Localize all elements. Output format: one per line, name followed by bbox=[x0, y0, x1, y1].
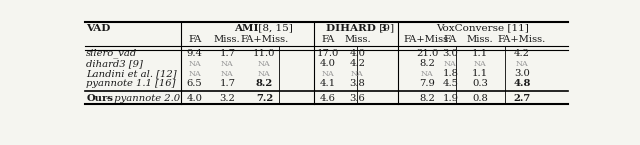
Text: NA: NA bbox=[444, 60, 457, 68]
Text: 4.1: 4.1 bbox=[320, 79, 336, 88]
Text: 8.2: 8.2 bbox=[419, 59, 435, 68]
Text: 0.3: 0.3 bbox=[472, 79, 488, 88]
Text: Ours: Ours bbox=[86, 94, 113, 103]
Text: silero_vad: silero_vad bbox=[86, 49, 138, 58]
Text: 11.0: 11.0 bbox=[253, 49, 276, 58]
Text: 9.4: 9.4 bbox=[187, 49, 203, 58]
Text: AMI: AMI bbox=[234, 24, 258, 33]
Text: pyannote 1.1 [16]: pyannote 1.1 [16] bbox=[86, 79, 176, 88]
Text: NA: NA bbox=[221, 70, 234, 78]
Text: NA: NA bbox=[474, 60, 486, 68]
Text: – pyannote 2.0: – pyannote 2.0 bbox=[103, 94, 180, 103]
Text: NA: NA bbox=[515, 60, 528, 68]
Text: NA: NA bbox=[258, 70, 271, 78]
Text: FA: FA bbox=[444, 35, 457, 44]
Text: NA: NA bbox=[322, 70, 334, 78]
Text: 4.2: 4.2 bbox=[349, 59, 365, 68]
Text: VAD: VAD bbox=[86, 24, 111, 33]
Text: 1.8: 1.8 bbox=[442, 69, 458, 78]
Text: NA: NA bbox=[421, 70, 433, 78]
Text: FA: FA bbox=[188, 35, 202, 44]
Text: VoxConverse [11]: VoxConverse [11] bbox=[436, 24, 529, 33]
Text: 3.0: 3.0 bbox=[442, 49, 458, 58]
Text: DIHARD 3: DIHARD 3 bbox=[326, 24, 386, 33]
Text: 4.2: 4.2 bbox=[514, 49, 530, 58]
Text: 4.0: 4.0 bbox=[187, 94, 203, 103]
Text: 1.1: 1.1 bbox=[472, 69, 488, 78]
Text: 3.2: 3.2 bbox=[220, 94, 235, 103]
Text: 8.2: 8.2 bbox=[256, 79, 273, 88]
Text: 4.8: 4.8 bbox=[513, 79, 531, 88]
Text: 4.6: 4.6 bbox=[320, 94, 336, 103]
Text: dihard3 [9]: dihard3 [9] bbox=[86, 59, 143, 68]
Text: NA: NA bbox=[351, 70, 364, 78]
Text: 3.6: 3.6 bbox=[349, 94, 365, 103]
Text: 7.2: 7.2 bbox=[256, 94, 273, 103]
Text: NA: NA bbox=[188, 70, 201, 78]
Text: FA+Miss.: FA+Miss. bbox=[498, 35, 546, 44]
Text: 3.8: 3.8 bbox=[349, 79, 365, 88]
Text: NA: NA bbox=[188, 60, 201, 68]
Text: Miss.: Miss. bbox=[344, 35, 371, 44]
Text: 21.0: 21.0 bbox=[416, 49, 438, 58]
Text: Miss.: Miss. bbox=[214, 35, 241, 44]
Text: 4.5: 4.5 bbox=[442, 79, 458, 88]
Text: FA+Miss.: FA+Miss. bbox=[403, 35, 451, 44]
Text: 1.7: 1.7 bbox=[220, 79, 236, 88]
Text: NA: NA bbox=[221, 60, 234, 68]
Text: 6.5: 6.5 bbox=[187, 79, 203, 88]
Text: FA: FA bbox=[321, 35, 335, 44]
Text: 7.9: 7.9 bbox=[419, 79, 435, 88]
Text: 0.8: 0.8 bbox=[472, 94, 488, 103]
Text: NA: NA bbox=[258, 60, 271, 68]
Text: 4.0: 4.0 bbox=[320, 59, 336, 68]
Text: 3.0: 3.0 bbox=[514, 69, 530, 78]
Text: [8, 15]: [8, 15] bbox=[255, 24, 293, 33]
Text: [9]: [9] bbox=[376, 24, 394, 33]
Text: 17.0: 17.0 bbox=[317, 49, 339, 58]
Text: 1.1: 1.1 bbox=[472, 49, 488, 58]
Text: 4.0: 4.0 bbox=[349, 49, 365, 58]
Text: 1.9: 1.9 bbox=[442, 94, 458, 103]
Text: 8.2: 8.2 bbox=[419, 94, 435, 103]
Text: Miss.: Miss. bbox=[467, 35, 493, 44]
Text: 1.7: 1.7 bbox=[220, 49, 236, 58]
Text: FA+Miss.: FA+Miss. bbox=[241, 35, 289, 44]
Text: 2.7: 2.7 bbox=[513, 94, 531, 103]
Text: Landini et al. [12]: Landini et al. [12] bbox=[86, 69, 177, 78]
